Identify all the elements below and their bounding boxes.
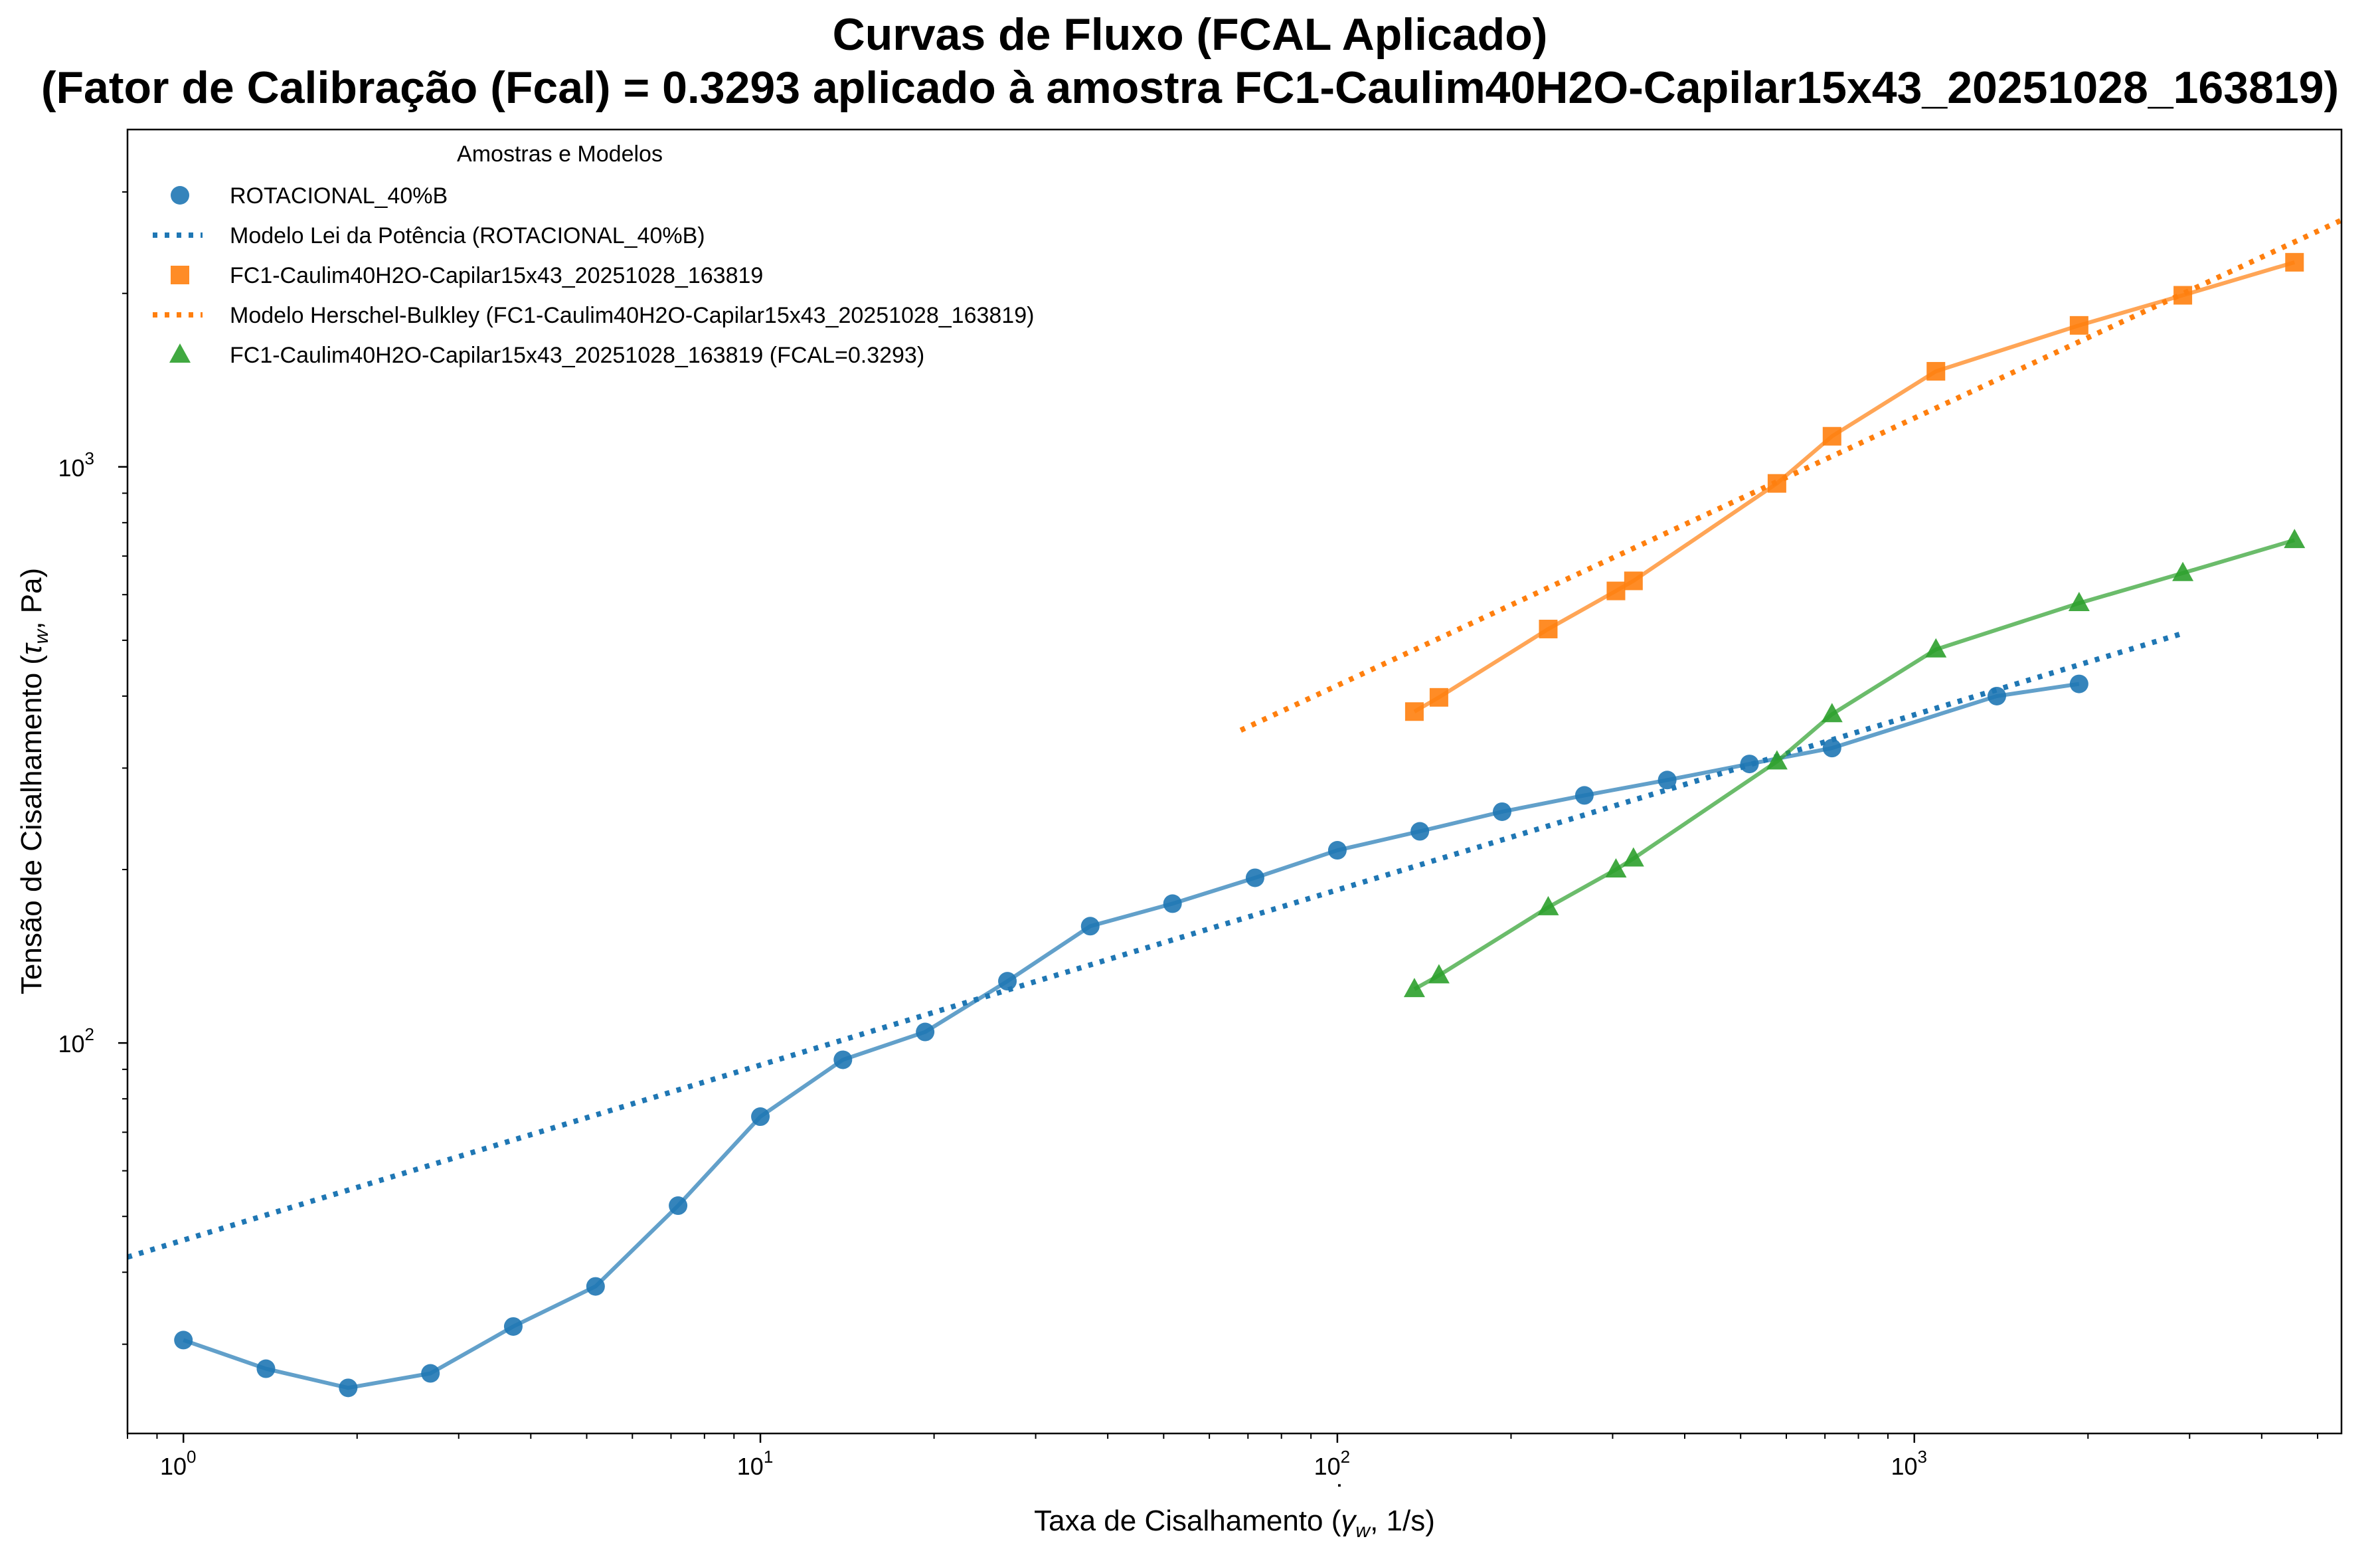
- legend-entry-label: FC1-Caulim40H2O-Capilar15x43_20251028_16…: [230, 343, 924, 368]
- rotacional-series-point: [751, 1107, 770, 1127]
- capilar-fcal-series-point: [2284, 529, 2306, 549]
- legend: Amostras e Modelos ROTACIONAL_40%B Modelo…: [153, 141, 1034, 368]
- x-axis: 100 101 102 103: [127, 1433, 2319, 1480]
- legend-entry: FC1-Caulim40H2O-Capilar15x43_20251028_16…: [169, 343, 924, 368]
- y-tick-label: 103: [58, 448, 94, 482]
- y-axis-label: Tensão de Cisalhamento (τw, Pa): [15, 568, 52, 994]
- capilar-series-point: [1822, 426, 1841, 446]
- rotacional-series-point: [174, 1331, 193, 1350]
- capilar-series-point: [2285, 252, 2304, 272]
- rotacional-series-point: [256, 1359, 276, 1378]
- legend-marker-swatch: [169, 343, 191, 363]
- x-axis-label: Taxa de Cisalhamento (γw, 1/s): [1034, 1505, 1435, 1542]
- legend-entry: FC1-Caulim40H2O-Capilar15x43_20251028_16…: [171, 263, 763, 288]
- series-layer: [128, 217, 2341, 1398]
- rotacional-series-point: [1987, 686, 2006, 705]
- rotacional-series-point: [833, 1050, 853, 1069]
- legend-entry: Modelo Herschel-Bulkley (FC1-Caulim40H2O…: [153, 303, 1034, 328]
- capilar-fcal-series-point: [1428, 964, 1450, 984]
- capilar-fcal-series-point: [1925, 638, 1947, 658]
- x-tick-label: 103: [1891, 1447, 1927, 1480]
- capilar-fcal-series-point: [1766, 750, 1788, 770]
- capilar-fcal-series-point: [1403, 978, 1425, 998]
- rotacional-series-point: [998, 972, 1017, 991]
- x-tick-label: 101: [737, 1447, 774, 1480]
- rotacional-series-point: [1163, 894, 1182, 913]
- capilar-fcal-series-point: [1605, 858, 1627, 878]
- capilar-series-point: [1539, 619, 1558, 638]
- capilar-series-point: [1606, 581, 1626, 600]
- capilar-fcal-series-point: [1622, 847, 1644, 867]
- capilar-series-point: [1926, 361, 1946, 381]
- capilar-series-point: [1429, 688, 1448, 707]
- rotacional-series-point: [1080, 917, 1100, 936]
- legend-entry-label: ROTACIONAL_40%B: [230, 183, 448, 209]
- rotacional-series: [174, 674, 2088, 1398]
- legend-entry: Modelo Lei da Potência (ROTACIONAL_40%B): [153, 223, 705, 248]
- capilar-fcal-series-point: [1821, 703, 1843, 723]
- rotacional-series-point: [916, 1022, 935, 1042]
- legend-entry: ROTACIONAL_40%B: [171, 183, 448, 209]
- legend-marker-swatch: [171, 266, 189, 284]
- plot-frame: [126, 128, 2343, 1435]
- rotacional-series-point: [1574, 786, 1594, 805]
- y-axis: 102 103: [58, 191, 128, 1345]
- capilar-fcal-series-point: [2172, 561, 2194, 581]
- capilar-series-point: [1404, 702, 1424, 721]
- rotacional-series-point: [1327, 841, 1347, 860]
- rotacional-series-point: [1245, 868, 1264, 887]
- rotacional-series-point: [339, 1378, 358, 1398]
- x-tick-label: 100: [160, 1447, 197, 1480]
- rotacional-series-point: [1410, 822, 1430, 841]
- legend-entry-label: Modelo Herschel-Bulkley (FC1-Caulim40H2O…: [230, 303, 1034, 328]
- capilar-fcal-series-point: [2068, 591, 2090, 611]
- capilar-fcal-series: [1403, 529, 2306, 998]
- legend-entry-label: FC1-Caulim40H2O-Capilar15x43_20251028_16…: [230, 263, 763, 288]
- capilar-series-point: [2069, 316, 2088, 335]
- rotacional-series-point: [1822, 739, 1841, 758]
- rotacional-series-point: [1658, 771, 1677, 790]
- chart-title: Curvas de Fluxo (FCAL Aplicado): [833, 9, 1548, 60]
- legend-marker-swatch: [171, 186, 189, 205]
- legend-entry-label: Modelo Lei da Potência (ROTACIONAL_40%B): [230, 223, 705, 248]
- x-axis-label-dot: ˙: [1336, 1479, 1346, 1512]
- chart-subtitle: (Fator de Calibração (Fcal) = 0.3293 apl…: [41, 62, 2339, 113]
- rotacional-series-point: [586, 1277, 605, 1296]
- rotacional-series-point: [503, 1317, 523, 1336]
- capilar-fcal-series-point: [1537, 895, 1559, 915]
- rotacional-series-point: [669, 1196, 688, 1216]
- x-tick-label: 102: [1314, 1447, 1351, 1480]
- y-tick-label: 102: [58, 1024, 94, 1057]
- legend-title: Amostras e Modelos: [457, 141, 663, 167]
- rotacional-series-point: [1492, 802, 1511, 821]
- capilar-series-point: [1624, 571, 1643, 591]
- rotacional-series-point: [421, 1364, 440, 1383]
- rotacional-series-point: [2069, 674, 2088, 693]
